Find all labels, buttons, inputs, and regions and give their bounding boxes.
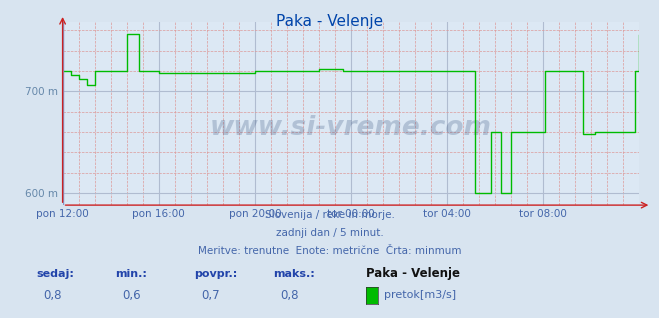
- Text: 0,8: 0,8: [43, 289, 61, 302]
- Text: 0,8: 0,8: [280, 289, 299, 302]
- Text: maks.:: maks.:: [273, 269, 315, 279]
- Text: zadnji dan / 5 minut.: zadnji dan / 5 minut.: [275, 228, 384, 238]
- Text: 0,6: 0,6: [122, 289, 140, 302]
- Text: Paka - Velenje: Paka - Velenje: [366, 267, 460, 280]
- Text: pretok[m3/s]: pretok[m3/s]: [384, 290, 455, 300]
- Text: Paka - Velenje: Paka - Velenje: [276, 14, 383, 29]
- Text: sedaj:: sedaj:: [36, 269, 74, 279]
- Text: min.:: min.:: [115, 269, 147, 279]
- Text: www.si-vreme.com: www.si-vreme.com: [210, 115, 492, 141]
- Text: Slovenija / reke in morje.: Slovenija / reke in morje.: [264, 210, 395, 220]
- Text: 0,7: 0,7: [201, 289, 219, 302]
- Text: povpr.:: povpr.:: [194, 269, 238, 279]
- Text: Meritve: trenutne  Enote: metrične  Črta: minmum: Meritve: trenutne Enote: metrične Črta: …: [198, 246, 461, 256]
